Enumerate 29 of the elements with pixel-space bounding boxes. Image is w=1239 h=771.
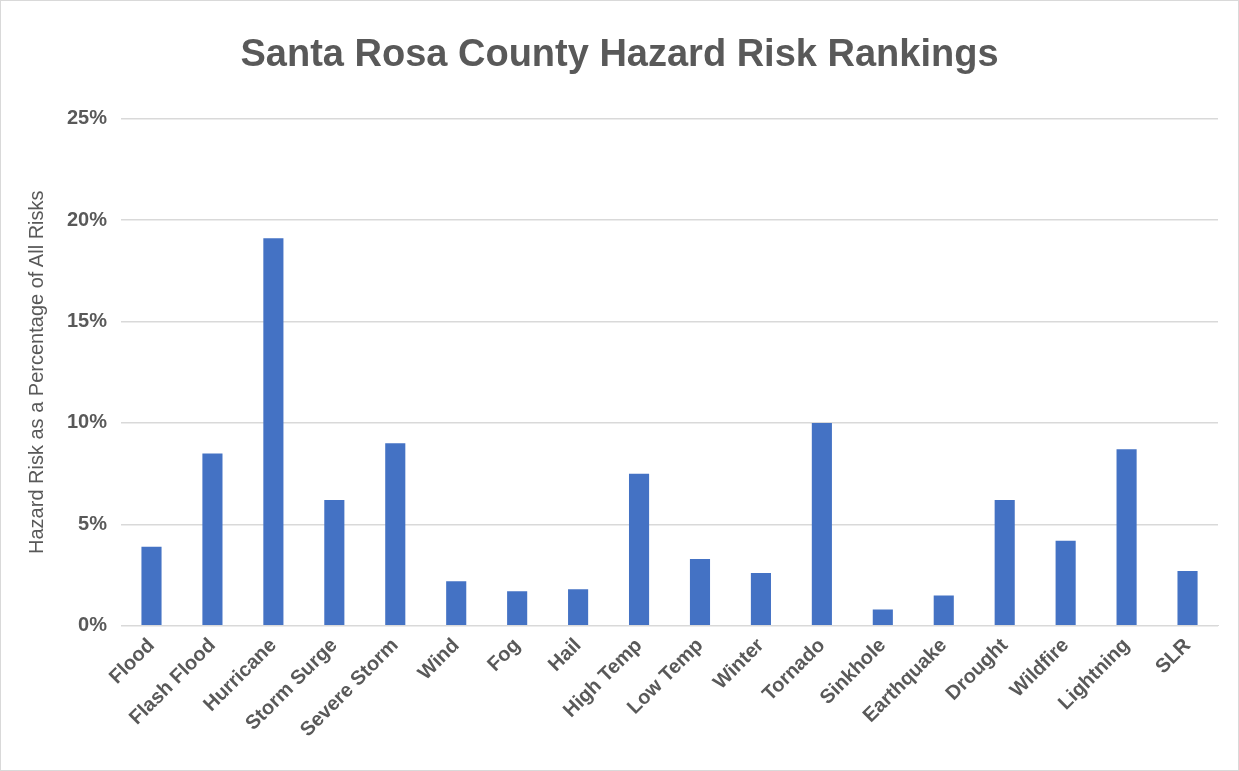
bar bbox=[750, 573, 771, 626]
bar bbox=[1116, 449, 1137, 626]
x-tick-label: Fog bbox=[482, 633, 524, 675]
chart-title: Santa Rosa County Hazard Risk Rankings bbox=[240, 32, 999, 75]
bar bbox=[933, 595, 954, 626]
bar bbox=[385, 443, 406, 626]
bar bbox=[994, 500, 1015, 626]
bar bbox=[872, 609, 893, 626]
bar bbox=[1055, 540, 1076, 626]
bar bbox=[202, 453, 223, 626]
y-tick-label: 25% bbox=[67, 106, 108, 129]
bar bbox=[1177, 571, 1198, 626]
bar bbox=[324, 500, 345, 626]
y-tick-label: 20% bbox=[67, 207, 108, 230]
bar bbox=[568, 589, 589, 626]
y-tick-label: 15% bbox=[67, 309, 108, 332]
y-tick-label: 10% bbox=[67, 410, 108, 433]
y-tick-label: 0% bbox=[78, 613, 108, 636]
bar bbox=[811, 422, 832, 626]
x-tick-label: SLR bbox=[1150, 633, 1195, 678]
bar bbox=[507, 591, 528, 626]
y-tick-label: 5% bbox=[78, 511, 108, 534]
bar bbox=[628, 473, 650, 626]
y-axis-title: Hazard Risk as a Percentage of All Risks bbox=[24, 190, 47, 554]
x-tick-label: Hail bbox=[543, 633, 585, 675]
bar bbox=[689, 558, 711, 626]
bar bbox=[263, 238, 284, 626]
bar bbox=[141, 546, 162, 626]
bar bbox=[446, 581, 467, 626]
